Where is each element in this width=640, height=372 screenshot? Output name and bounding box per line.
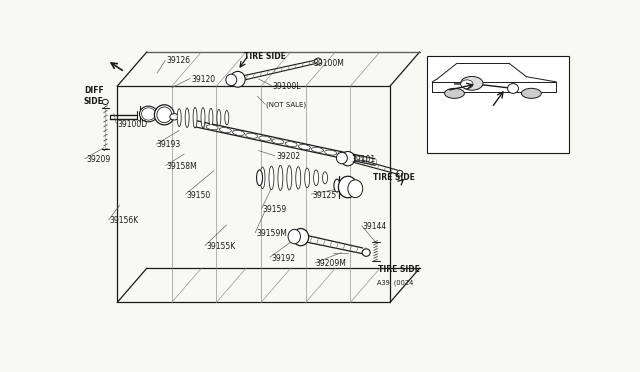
Ellipse shape: [141, 108, 156, 120]
Text: A39' (0024: A39' (0024: [376, 279, 413, 286]
Ellipse shape: [285, 142, 297, 147]
Text: 39120: 39120: [191, 74, 216, 83]
Ellipse shape: [170, 114, 179, 120]
Ellipse shape: [220, 128, 231, 132]
Ellipse shape: [338, 153, 350, 158]
Text: 39125: 39125: [312, 190, 336, 199]
Ellipse shape: [461, 76, 483, 90]
Text: 39209M: 39209M: [316, 259, 346, 268]
Ellipse shape: [315, 58, 321, 64]
Ellipse shape: [278, 165, 283, 190]
Ellipse shape: [312, 147, 323, 152]
Ellipse shape: [337, 153, 348, 164]
Ellipse shape: [305, 168, 310, 187]
Ellipse shape: [257, 170, 262, 186]
Ellipse shape: [397, 170, 403, 176]
Text: 39155K: 39155K: [207, 242, 236, 251]
Ellipse shape: [226, 74, 237, 86]
Ellipse shape: [157, 107, 172, 123]
Ellipse shape: [269, 166, 274, 190]
Ellipse shape: [154, 105, 174, 125]
Text: 39100M: 39100M: [313, 59, 344, 68]
Ellipse shape: [296, 167, 301, 189]
Ellipse shape: [246, 133, 258, 138]
Text: 39192: 39192: [271, 254, 295, 263]
Ellipse shape: [292, 228, 308, 246]
Ellipse shape: [334, 179, 340, 192]
Ellipse shape: [140, 106, 157, 122]
Text: 39156K: 39156K: [110, 216, 139, 225]
Ellipse shape: [259, 136, 271, 141]
Ellipse shape: [201, 108, 205, 128]
Ellipse shape: [298, 144, 310, 150]
Ellipse shape: [314, 170, 319, 186]
Ellipse shape: [339, 176, 357, 198]
Text: 39209: 39209: [86, 155, 110, 164]
Text: 39150: 39150: [187, 190, 211, 199]
Ellipse shape: [522, 88, 541, 98]
Ellipse shape: [230, 71, 245, 87]
Ellipse shape: [362, 249, 370, 256]
Ellipse shape: [209, 108, 213, 127]
Text: DIFF
SIDE: DIFF SIDE: [84, 87, 104, 106]
Ellipse shape: [206, 125, 218, 130]
Ellipse shape: [351, 156, 363, 161]
Ellipse shape: [193, 108, 197, 128]
Ellipse shape: [445, 88, 465, 98]
Text: 39144: 39144: [363, 222, 387, 231]
Ellipse shape: [341, 151, 355, 166]
Text: 39101: 39101: [352, 155, 376, 164]
Bar: [428, 56, 568, 154]
Ellipse shape: [217, 109, 221, 126]
Text: 39158M: 39158M: [167, 162, 198, 171]
Text: 39193: 39193: [157, 140, 181, 150]
Ellipse shape: [272, 139, 284, 144]
Ellipse shape: [323, 172, 328, 184]
Text: 39159M: 39159M: [256, 229, 287, 238]
Text: TIRE SIDE: TIRE SIDE: [378, 265, 419, 274]
Ellipse shape: [102, 99, 108, 105]
Ellipse shape: [508, 84, 518, 93]
Text: (NOT SALE): (NOT SALE): [266, 102, 306, 108]
Text: 39100L: 39100L: [273, 82, 301, 91]
Text: 39100D: 39100D: [117, 121, 147, 129]
Text: 39126: 39126: [167, 56, 191, 65]
Ellipse shape: [287, 166, 292, 190]
Ellipse shape: [260, 167, 265, 189]
Ellipse shape: [225, 110, 229, 125]
Text: TIRE SIDE: TIRE SIDE: [244, 52, 285, 61]
Ellipse shape: [177, 109, 181, 126]
Text: 39159: 39159: [262, 205, 287, 214]
Text: 39202: 39202: [276, 152, 300, 161]
Text: TIRE SIDE: TIRE SIDE: [372, 173, 415, 182]
Ellipse shape: [288, 230, 300, 244]
Ellipse shape: [348, 180, 363, 198]
Ellipse shape: [461, 80, 473, 89]
Ellipse shape: [185, 108, 189, 128]
Ellipse shape: [232, 131, 244, 135]
Ellipse shape: [324, 150, 337, 155]
